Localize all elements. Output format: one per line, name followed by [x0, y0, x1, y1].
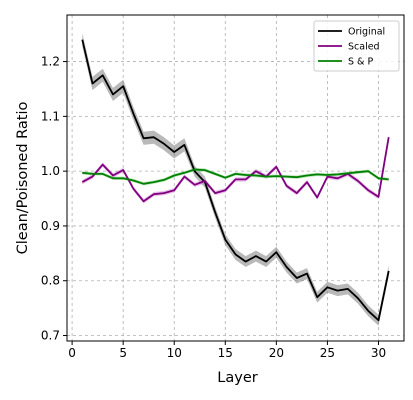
x-tick-label: 10 [167, 346, 182, 360]
band-scaled [82, 135, 389, 204]
plot-frame [66, 14, 405, 342]
y-tick-label: 0.9 [41, 219, 60, 233]
x-tick-label: 20 [269, 346, 284, 360]
series-line-original [81, 39, 390, 322]
x-tick-label: 5 [119, 346, 127, 360]
band-original [82, 33, 389, 326]
legend-label-s-p: S & P [348, 57, 373, 68]
y-tick-label: 1.0 [41, 164, 60, 178]
y-tick-label: 1.1 [41, 109, 60, 123]
y-axis-ticks: 0.7 0.8 0.9 1.0 1.1 1.2 [41, 55, 67, 343]
series-lines [81, 39, 390, 322]
y-tick-label: 0.7 [41, 329, 60, 343]
y-axis-label: Clean/Poisoned Ratio [15, 102, 31, 255]
series-line-s-p [82, 168, 389, 185]
y-tick-label: 1.2 [41, 55, 60, 69]
series-line-scaled [81, 137, 390, 203]
x-axis-label: Layer [217, 370, 257, 386]
legend: Original Scaled S & P [313, 20, 400, 72]
x-axis-ticks: 0 5 10 15 20 25 30 [68, 341, 386, 360]
legend-label-scaled: Scaled [348, 42, 380, 53]
legend-label-original: Original [348, 27, 385, 38]
x-tick-label: 25 [320, 346, 335, 360]
y-tick-label: 0.8 [41, 274, 60, 288]
x-tick-label: 0 [68, 346, 76, 360]
x-tick-label: 30 [371, 346, 386, 360]
legend-box [313, 20, 400, 72]
x-tick-label: 15 [218, 346, 233, 360]
